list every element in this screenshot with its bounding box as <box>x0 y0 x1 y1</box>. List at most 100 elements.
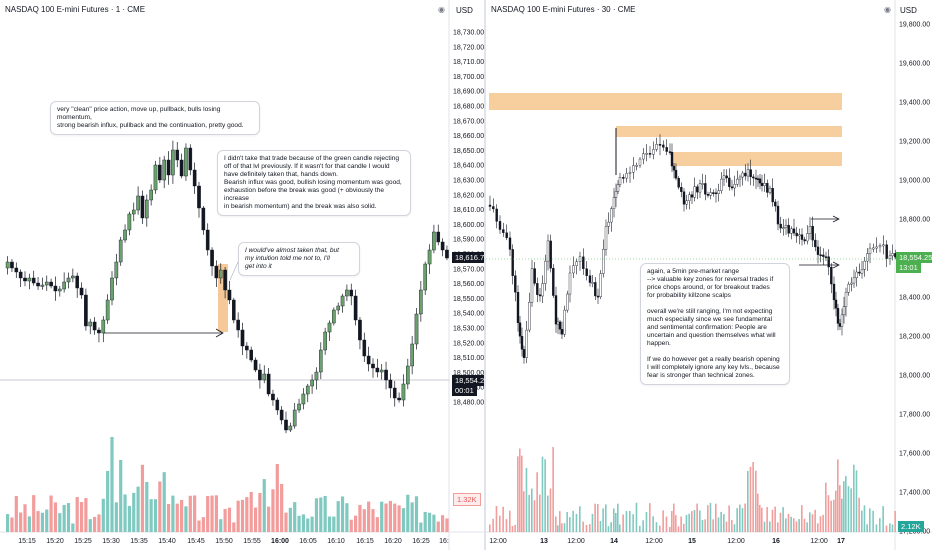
candle-body <box>746 169 750 177</box>
candle-body <box>672 165 676 171</box>
candle-body <box>741 172 744 178</box>
volume-bar <box>197 520 201 532</box>
candle-body <box>616 184 620 192</box>
chart-1min-canvas[interactable]: 18,730.00 18,720.00 18,710.00 18,700.00 18,6… <box>0 0 484 550</box>
visibility-icon[interactable]: ◉ <box>884 5 891 14</box>
candle-body <box>645 153 648 155</box>
volume-bar <box>591 513 594 532</box>
candle-body <box>722 175 726 180</box>
volume-bar <box>566 512 568 532</box>
candle-body <box>642 153 645 160</box>
time-axis-tick: 12:00 <box>645 538 663 545</box>
volume-bar <box>555 516 557 532</box>
candle-body <box>305 385 310 395</box>
time-axis-tick: 16:25 <box>412 538 430 545</box>
candle-body <box>554 295 558 325</box>
chart-30min-canvas[interactable]: 19,800.00 19,600.00 19,400.00 19,200.00 19,0… <box>486 0 932 550</box>
candle-body <box>844 291 848 307</box>
price-axis-tick: 18,710.00 <box>453 59 484 66</box>
annotation-note-3[interactable]: I would've almost taken that, but my int… <box>238 242 360 276</box>
volume-bar <box>410 502 414 532</box>
volume-bar <box>619 524 621 532</box>
candle-body <box>410 343 414 367</box>
volume-bar <box>358 504 362 532</box>
volume-bar <box>787 513 790 532</box>
candle-body <box>863 260 866 270</box>
volume-bar <box>547 495 549 532</box>
volume-bar <box>539 494 541 532</box>
candle-body <box>498 221 502 230</box>
candle-body <box>88 321 93 327</box>
volume-bar <box>319 497 323 532</box>
annotation-note-premarket[interactable]: again, a 5min pre-market range --> valua… <box>640 263 790 385</box>
annotation-note-2[interactable]: I didn't take that trade because of the … <box>217 150 411 216</box>
candle-body <box>552 267 555 296</box>
candle-body <box>714 192 718 195</box>
time-axis-tick: 15 <box>688 538 696 545</box>
volume-bar <box>613 508 615 532</box>
candle-body <box>875 246 878 249</box>
volume-bar <box>10 517 14 532</box>
candle-body <box>685 200 688 205</box>
chart-pane-30min[interactable]: 19,800.00 19,600.00 19,400.00 19,200.00 19,0… <box>486 0 932 550</box>
candle-body <box>628 172 632 174</box>
candle-body <box>838 323 842 327</box>
volume-bar <box>811 514 814 532</box>
candle-body <box>240 329 245 347</box>
candle-body <box>525 329 528 358</box>
candle-body <box>166 159 171 176</box>
price-axis-tick: 19,000.00 <box>899 178 930 185</box>
volume-bar <box>699 510 701 532</box>
volume-bar <box>436 521 440 532</box>
volume-bar <box>853 464 855 532</box>
countdown-tag: 00:01 <box>452 385 477 396</box>
volume-bar <box>806 522 808 532</box>
volume-bar <box>779 512 782 532</box>
candle-body <box>792 228 796 234</box>
candle-body <box>701 183 704 185</box>
volume-bar <box>707 505 709 532</box>
candle-body <box>92 321 97 331</box>
volume-bar <box>499 515 501 532</box>
volume-bar <box>158 481 162 532</box>
visibility-icon[interactable]: ◉ <box>438 5 445 14</box>
volume-bar <box>795 521 798 532</box>
candle-body <box>492 206 495 210</box>
volume-bar <box>569 517 571 532</box>
time-axis-tick: 15:55 <box>243 538 261 545</box>
candle-body <box>495 208 498 222</box>
candle-body <box>401 383 406 401</box>
volume-bar <box>27 516 31 532</box>
candle-body <box>604 225 608 250</box>
volume-bar <box>885 525 888 532</box>
candle-body <box>518 322 522 337</box>
price-axis-tick: 18,660.00 <box>453 133 484 140</box>
candle-body <box>768 187 772 193</box>
time-axis-tick: 16:00 <box>271 538 289 545</box>
volume-bar <box>814 509 816 532</box>
price-axis-tick: 18,480.00 <box>453 400 484 407</box>
pane-divider[interactable] <box>484 0 486 550</box>
volume-bar <box>284 512 288 532</box>
annotation-note-1[interactable]: very "clean" price action, move up, pull… <box>50 101 260 135</box>
chart-pane-1min[interactable]: 18,730.00 18,720.00 18,710.00 18,700.00 18,6… <box>0 0 484 550</box>
candle-body <box>5 261 10 269</box>
price-axis-tick: 18,550.00 <box>453 296 484 303</box>
volume-bar <box>847 486 850 532</box>
volume-bar <box>397 505 401 532</box>
volume-bar <box>889 523 891 532</box>
candle-body <box>253 359 258 371</box>
volume-bar <box>817 523 819 532</box>
candle-body <box>891 253 894 257</box>
volume-bar <box>6 514 10 532</box>
candle-body <box>795 232 798 237</box>
candle-body <box>158 164 162 181</box>
candle-body <box>558 321 562 330</box>
volume-bar <box>119 460 123 532</box>
price-axis-tick: 18,720.00 <box>453 44 484 51</box>
price-axis-tick: 18,510.00 <box>453 355 484 362</box>
time-axis-tick: 15:25 <box>74 538 92 545</box>
volume-bar <box>891 524 894 532</box>
candle-body <box>31 277 36 284</box>
candle-body <box>758 178 762 184</box>
